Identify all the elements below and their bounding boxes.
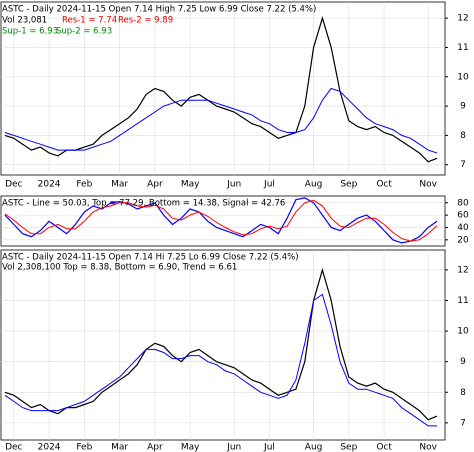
x-tick-label: 2024 [38,443,61,452]
y-tick-label: 8 [460,131,466,141]
x-tick-label: Feb [76,443,92,452]
y-tick-label: 10 [457,327,469,337]
y-tick-label: 80 [457,198,469,208]
series-line [4,267,438,421]
panel-frame [0,249,446,441]
series-line [4,199,438,242]
x-tick-label: Feb [76,180,92,190]
y-tick-label: 40 [457,223,469,233]
x-tick-label: Oct [376,180,392,190]
annotation: Res-1 = 7.74 [62,16,117,26]
y-tick-label: 20 [457,235,469,245]
panel-title: ASTC - Line = 50.03, Top = 77.29, Bottom… [2,199,285,209]
y-tick-label: 11 [457,296,468,306]
y-tick-label: 10 [457,72,469,82]
panel-frame [0,1,446,176]
x-tick-label: Sep [340,180,357,190]
y-tick-label: 60 [457,211,469,221]
x-tick-label: Mar [111,443,128,452]
y-tick-label: 12 [457,265,468,275]
x-tick-label: Sep [340,443,357,452]
annotation: Res-2 = 9.89 [118,16,173,26]
annotation: Sup-1 = 6.93 [2,27,58,37]
x-tick-label: Jul [263,443,275,452]
y-tick-label: 12 [457,14,468,24]
panel-title: ASTC - Daily 2024-11-15 Open 7.14 Hi 7.2… [2,253,299,263]
panel-title: ASTC - Daily 2024-11-15 Open 7.14 High 7… [2,5,316,15]
x-tick-label: Apr [147,443,163,452]
annotation: Sup-2 = 6.93 [56,27,112,37]
y-tick-label: 7 [460,418,466,428]
series-line [4,87,438,154]
x-tick-label: Nov [419,443,437,452]
x-tick-label: May [181,443,200,452]
series-line [4,293,437,427]
x-tick-label: Aug [305,443,323,452]
x-tick-label: Mar [111,180,128,190]
x-tick-label: Apr [147,180,163,190]
x-tick-label: Aug [305,180,323,190]
x-tick-label: Jun [226,443,241,452]
y-tick-label: 9 [460,102,466,112]
x-tick-label: May [181,180,200,190]
y-tick-label: 9 [460,357,466,367]
y-tick-label: 7 [460,160,466,170]
annotation: Vol 23,081 [2,16,47,26]
x-tick-label: Nov [419,180,437,190]
y-tick-label: 11 [457,43,468,53]
annotation: Vol 2,308,100 Top = 8.38, Bottom = 6.90,… [2,263,237,273]
y-tick-label: 8 [460,388,466,398]
x-tick-label: Jun [226,180,241,190]
x-tick-label: 2024 [38,180,61,190]
x-tick-label: Dec [5,180,22,190]
x-tick-label: Oct [376,443,392,452]
panel-frame [0,195,446,247]
x-tick-label: Dec [5,443,22,452]
x-tick-label: Jul [263,180,275,190]
series-line [4,197,438,244]
